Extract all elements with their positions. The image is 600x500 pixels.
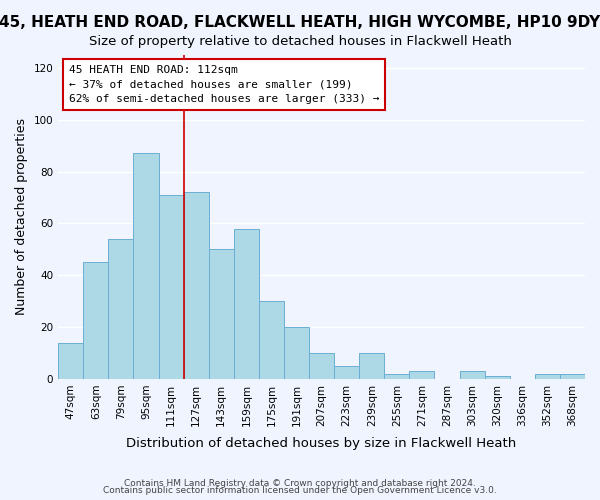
Text: Size of property relative to detached houses in Flackwell Heath: Size of property relative to detached ho… (89, 35, 511, 48)
Bar (209, 250, 234, 379)
Text: Contains HM Land Registry data © Crown copyright and database right 2024.: Contains HM Land Registry data © Crown c… (124, 478, 476, 488)
Bar (83, 262, 109, 379)
Bar (284, 327, 309, 379)
Bar (485, 376, 510, 379)
Bar (409, 371, 434, 379)
Text: 45 HEATH END ROAD: 112sqm
← 37% of detached houses are smaller (199)
62% of semi: 45 HEATH END ROAD: 112sqm ← 37% of detac… (69, 64, 379, 104)
Bar (158, 195, 184, 379)
Bar (234, 228, 259, 379)
Bar (535, 374, 560, 379)
Bar (460, 371, 485, 379)
Bar (334, 366, 359, 379)
Bar (133, 154, 158, 379)
X-axis label: Distribution of detached houses by size in Flackwell Heath: Distribution of detached houses by size … (127, 437, 517, 450)
Bar (184, 192, 209, 379)
Bar (109, 239, 133, 379)
Bar (560, 374, 585, 379)
Bar (309, 353, 334, 379)
Bar (359, 353, 385, 379)
Y-axis label: Number of detached properties: Number of detached properties (15, 118, 28, 316)
Text: Contains public sector information licensed under the Open Government Licence v3: Contains public sector information licen… (103, 486, 497, 495)
Text: 45, HEATH END ROAD, FLACKWELL HEATH, HIGH WYCOMBE, HP10 9DY: 45, HEATH END ROAD, FLACKWELL HEATH, HIG… (0, 15, 600, 30)
Bar (58, 342, 83, 379)
Bar (259, 301, 284, 379)
Bar (385, 374, 409, 379)
